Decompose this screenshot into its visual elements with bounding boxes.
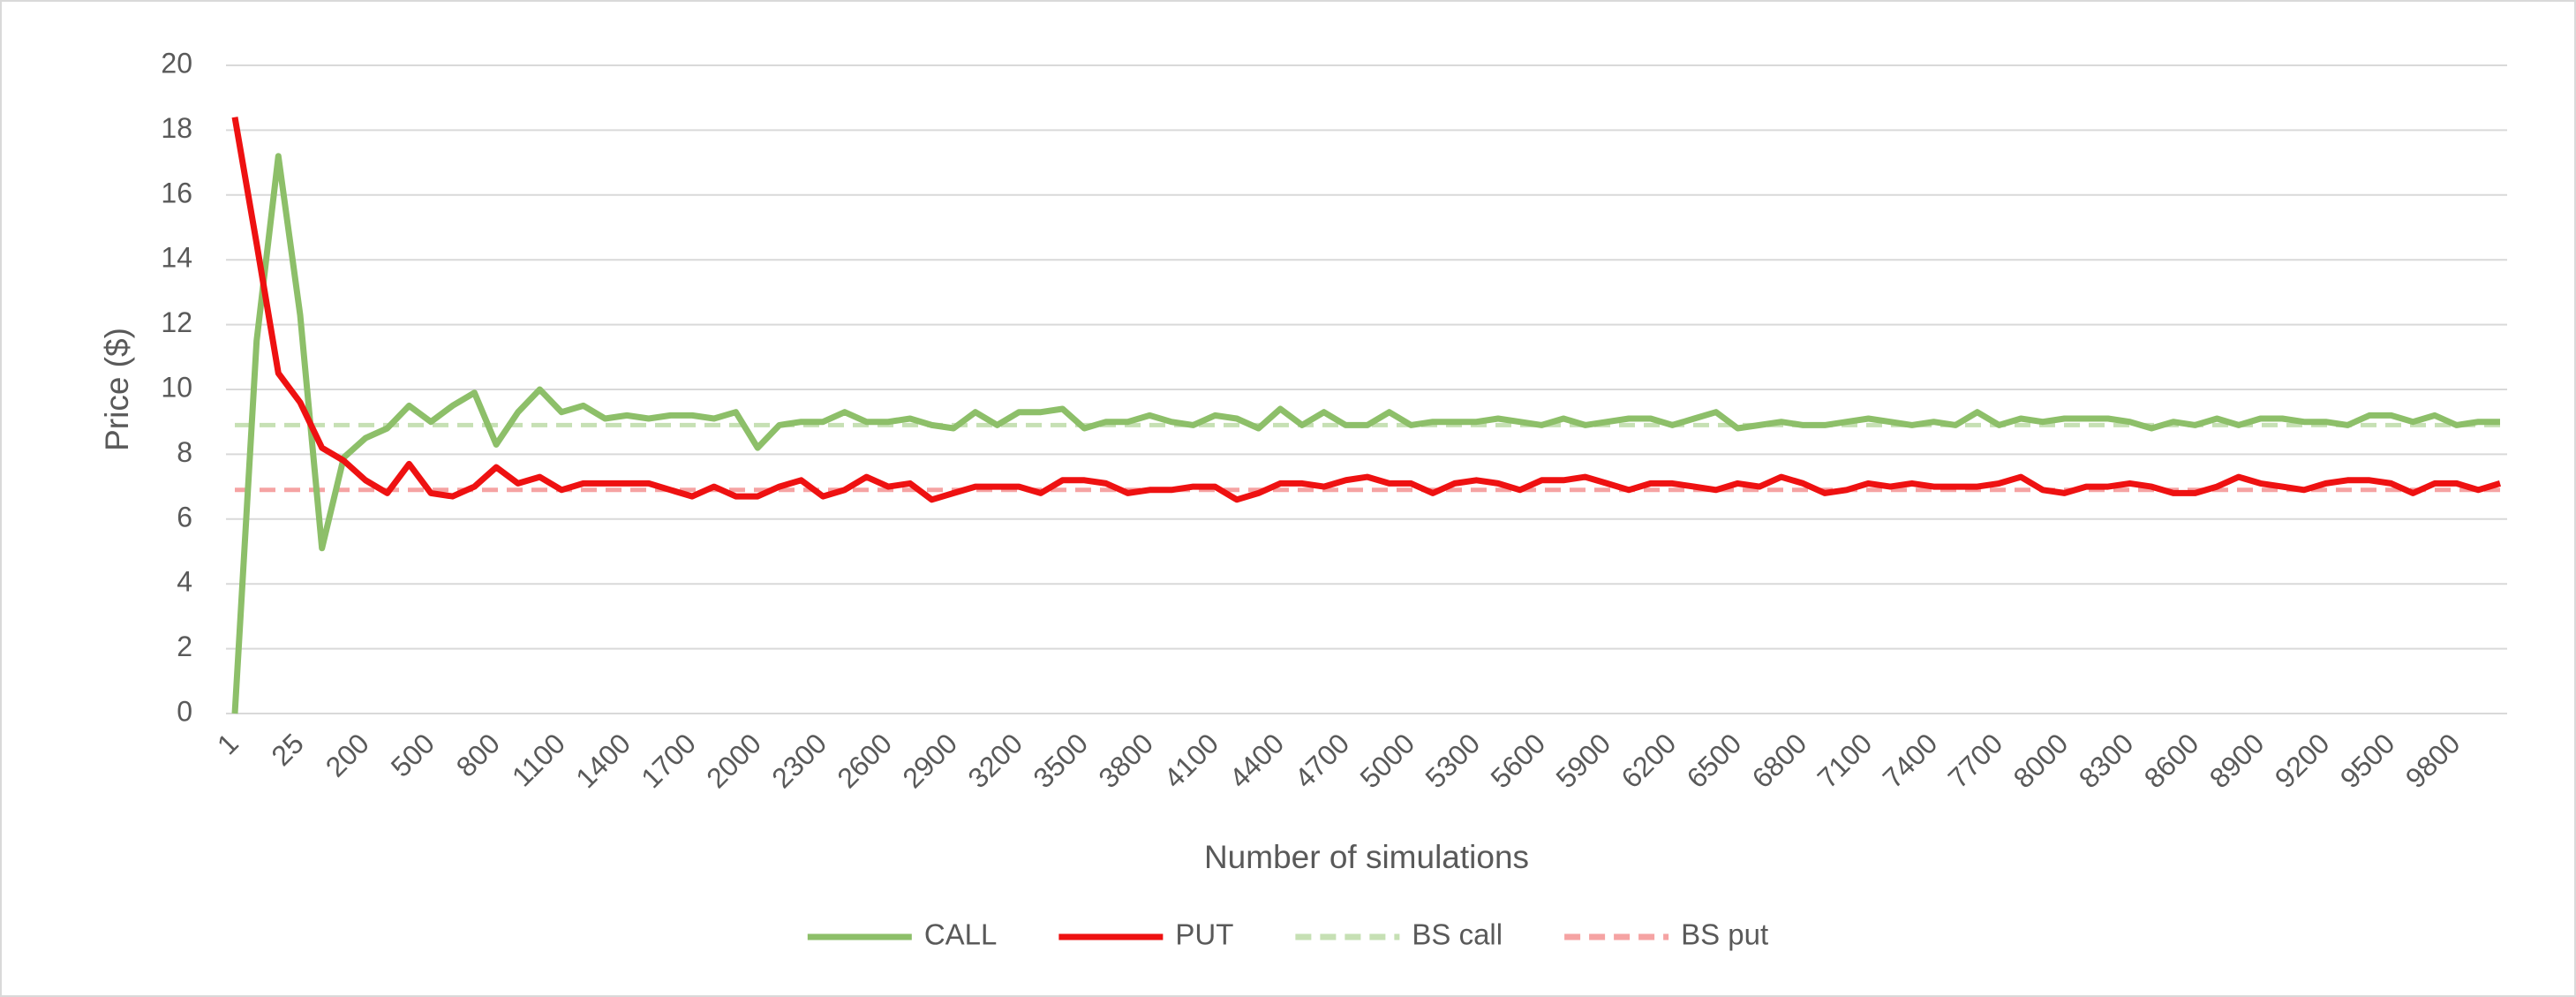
legend-label: PUT (1175, 918, 1233, 951)
y-axis-title: Price ($) (99, 328, 135, 451)
series-line (231, 117, 2502, 503)
x-axis-title: Number of simulations (1204, 839, 1529, 875)
y-tick-label: 10 (161, 371, 192, 403)
y-tick-label: 12 (161, 306, 192, 338)
legend-label: CALL (924, 918, 998, 951)
y-tick-label: 18 (161, 112, 192, 144)
y-tick-label: 6 (177, 501, 192, 532)
y-tick-label: 4 (177, 566, 192, 598)
legend-label: BS put (1681, 918, 1768, 951)
y-tick-label: 0 (177, 695, 192, 727)
y-tick-label: 8 (177, 436, 192, 468)
y-tick-label: 20 (161, 47, 192, 79)
y-tick-label: 14 (161, 242, 192, 274)
y-tick-label: 16 (161, 177, 192, 208)
y-tick-label: 2 (177, 631, 192, 662)
series-line (231, 153, 2500, 714)
legend-label: BS call (1412, 918, 1503, 951)
